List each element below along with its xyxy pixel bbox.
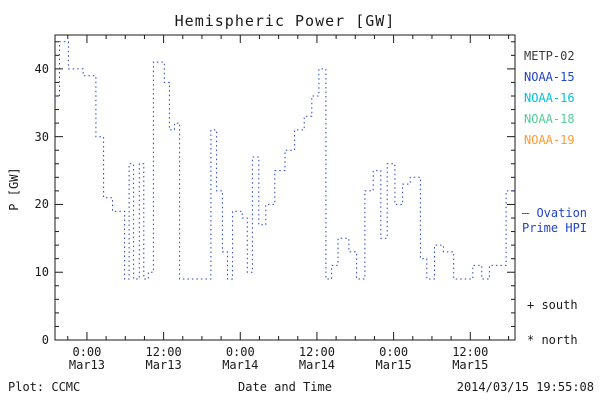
- hpi-step-line: [55, 41, 515, 280]
- south-marker-label: + south: [527, 298, 578, 312]
- ovation-label-line2: Prime HPI: [522, 221, 588, 235]
- legend-item-noaa19: NOAA-19: [524, 133, 575, 147]
- y-tick-label: 30: [34, 129, 49, 144]
- x-tick-label: 12:00 Mar15: [452, 345, 489, 372]
- y-tick-label: 20: [34, 197, 49, 212]
- x-axis-label: Date and Time: [238, 380, 332, 394]
- legend-item-noaa15: NOAA-15: [524, 70, 575, 84]
- page-title: Hemispheric Power [GW]: [174, 12, 396, 30]
- legend-item-noaa18: NOAA-18: [524, 112, 575, 126]
- y-tick-label: 10: [34, 265, 49, 280]
- north-marker-label: * north: [527, 333, 578, 347]
- ovation-prime-hpi-label: – Ovation Prime HPI: [522, 206, 587, 236]
- x-tick-label: 0:00 Mar15: [375, 345, 412, 372]
- x-tick-label: 0:00 Mar13: [68, 345, 105, 372]
- x-tick-label: 0:00 Mar14: [222, 345, 259, 372]
- plot-frame: [54, 34, 516, 341]
- plot-source-label: Plot: CCMC: [8, 380, 81, 394]
- satellite-legend: METP-02 NOAA-15 NOAA-16 NOAA-18 NOAA-19: [524, 46, 575, 151]
- y-tick-label: 40: [34, 61, 49, 76]
- x-tick-label: 12:00 Mar13: [145, 345, 182, 372]
- ovation-label-line1: – Ovation: [522, 206, 588, 220]
- legend-item-metp02: METP-02: [524, 49, 575, 63]
- x-tick-label: 12:00 Mar14: [298, 345, 335, 372]
- timestamp-label: 2014/03/15 19:55:08: [456, 380, 594, 394]
- legend-item-noaa16: NOAA-16: [524, 91, 575, 105]
- y-tick-label: 0: [41, 333, 49, 347]
